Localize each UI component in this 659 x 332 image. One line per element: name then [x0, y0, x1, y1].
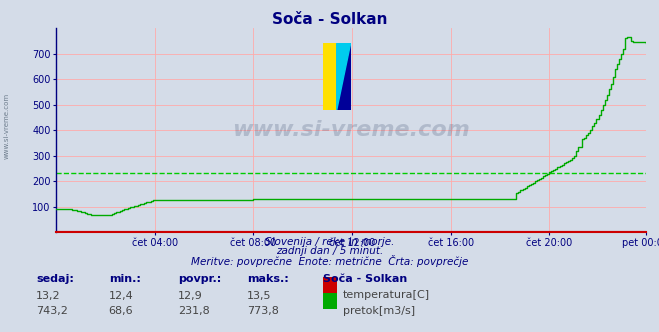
Text: www.si-vreme.com: www.si-vreme.com — [232, 120, 470, 140]
Text: Soča - Solkan: Soča - Solkan — [323, 274, 407, 284]
Text: 12,4: 12,4 — [109, 290, 134, 300]
Text: Soča - Solkan: Soča - Solkan — [272, 12, 387, 27]
Text: zadnji dan / 5 minut.: zadnji dan / 5 minut. — [276, 246, 383, 256]
Text: pretok[m3/s]: pretok[m3/s] — [343, 306, 415, 316]
Text: 13,2: 13,2 — [36, 290, 61, 300]
Text: temperatura[C]: temperatura[C] — [343, 290, 430, 300]
Text: maks.:: maks.: — [247, 274, 289, 284]
Text: 773,8: 773,8 — [247, 306, 279, 316]
Text: Slovenija / reke in morje.: Slovenija / reke in morje. — [265, 237, 394, 247]
Text: 743,2: 743,2 — [36, 306, 68, 316]
Text: povpr.:: povpr.: — [178, 274, 221, 284]
Text: min.:: min.: — [109, 274, 140, 284]
Bar — [323, 43, 337, 110]
Text: Meritve: povprečne  Enote: metrične  Črta: povprečje: Meritve: povprečne Enote: metrične Črta:… — [191, 255, 468, 267]
Bar — [337, 43, 351, 110]
Polygon shape — [337, 43, 351, 110]
Text: 231,8: 231,8 — [178, 306, 210, 316]
Text: 68,6: 68,6 — [109, 306, 133, 316]
Text: sedaj:: sedaj: — [36, 274, 74, 284]
Text: www.si-vreme.com: www.si-vreme.com — [3, 93, 10, 159]
Text: 12,9: 12,9 — [178, 290, 203, 300]
Text: 13,5: 13,5 — [247, 290, 272, 300]
